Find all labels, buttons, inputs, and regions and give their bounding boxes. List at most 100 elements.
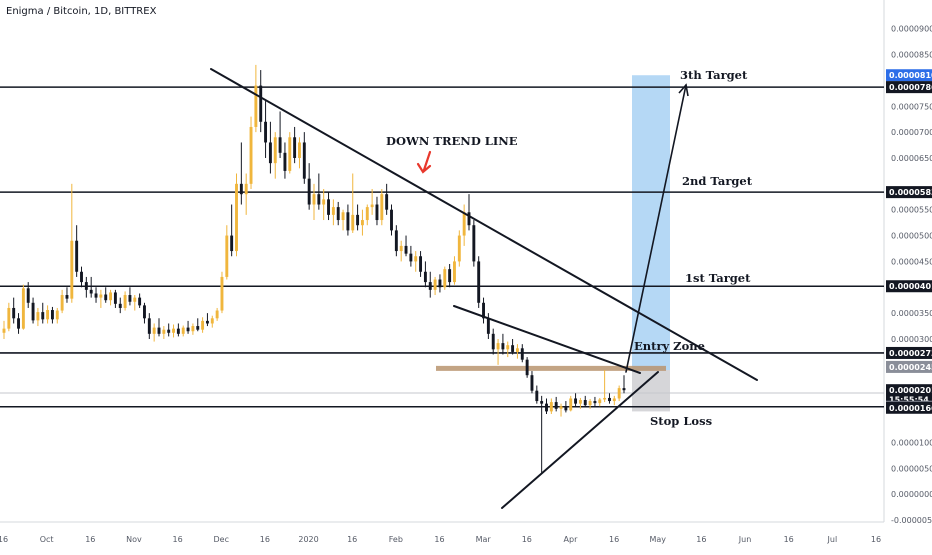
candle — [375, 204, 379, 221]
candle — [535, 390, 539, 402]
candle — [409, 253, 413, 262]
candle — [12, 307, 16, 319]
candle — [404, 245, 408, 254]
candle — [414, 256, 418, 262]
candle — [390, 209, 393, 231]
candle — [356, 214, 360, 226]
candle — [201, 320, 205, 330]
candle — [298, 142, 301, 158]
candle — [89, 289, 93, 294]
time-tick-label: 16 — [347, 535, 357, 544]
time-tick-label: Oct — [40, 535, 54, 544]
target-2-label: 2nd Target — [682, 174, 753, 188]
candle — [157, 327, 161, 334]
candle — [578, 400, 582, 404]
candle — [70, 240, 74, 299]
candle — [617, 388, 621, 399]
candle — [128, 295, 132, 302]
candle — [559, 406, 563, 409]
price-label-text: 0.00002459 — [889, 363, 932, 372]
candle — [457, 235, 461, 262]
candle — [41, 312, 45, 320]
candle — [520, 348, 524, 360]
candle — [327, 199, 330, 215]
candle — [491, 333, 495, 350]
candle — [554, 402, 558, 409]
candle — [239, 183, 243, 195]
candle — [288, 137, 292, 171]
candles — [2, 64, 626, 474]
candle — [230, 235, 234, 252]
price-label-text: 0.00007866 — [889, 83, 932, 92]
wedge-lower-line — [501, 371, 659, 509]
candle — [317, 194, 321, 205]
price-label-text: 15:55:54 — [889, 395, 929, 404]
candle — [564, 406, 568, 411]
candle — [322, 199, 326, 205]
symbol-title: Enigma / Bitcoin, 1D, BITTREX — [6, 6, 157, 17]
candle — [540, 401, 544, 404]
candle — [55, 310, 59, 320]
candle — [152, 327, 156, 334]
price-label-box — [886, 69, 932, 82]
candle — [65, 295, 69, 299]
target-zone — [632, 75, 670, 371]
candle — [138, 297, 142, 306]
candle — [7, 307, 11, 329]
candle — [191, 326, 195, 332]
candle — [273, 137, 277, 164]
candle — [312, 194, 316, 205]
annotations: DOWN TREND LINE 3th Target 2nd Target 1st T… — [386, 68, 753, 428]
time-tick-label: 16 — [784, 535, 794, 544]
candle — [612, 398, 616, 402]
candle — [118, 303, 122, 308]
candle — [181, 327, 185, 334]
candle — [225, 235, 229, 277]
candle — [511, 345, 515, 352]
candle — [109, 292, 113, 301]
time-tick-label: Apr — [564, 535, 579, 544]
candle — [215, 310, 219, 319]
candle — [448, 269, 452, 283]
candle — [569, 398, 573, 411]
time-tick-label: 16 — [260, 535, 270, 544]
price-tick-label: 0.00000000 — [891, 490, 932, 499]
price-label-text: 0.00002013 — [889, 386, 932, 395]
candle — [399, 245, 403, 252]
candle — [351, 214, 355, 231]
candle — [113, 292, 117, 304]
candle — [162, 329, 166, 334]
time-tick-label: 16 — [434, 535, 444, 544]
candle — [94, 293, 98, 298]
candle — [482, 302, 485, 319]
candle — [530, 375, 534, 391]
candle — [360, 220, 364, 226]
candle — [506, 345, 510, 350]
candle — [583, 400, 587, 406]
trend-lines — [210, 68, 758, 509]
candle — [467, 212, 471, 226]
target-3-label: 3th Target — [680, 68, 748, 82]
candle — [26, 288, 30, 303]
candle — [622, 388, 626, 391]
candle — [423, 271, 427, 283]
price-label-box — [886, 186, 932, 199]
entry-zone-label: Entry Zone — [634, 339, 705, 353]
candle — [123, 295, 127, 308]
entry-band — [436, 365, 666, 371]
time-tick-label: 2020 — [298, 535, 318, 544]
candle — [545, 403, 548, 412]
down-trend-line-label: DOWN TREND LINE — [386, 134, 518, 148]
time-tick-label: May — [649, 535, 666, 544]
trade-zones — [436, 75, 670, 412]
price-label-text: 0.00001666 — [889, 404, 932, 413]
time-tick-label: 16 — [609, 535, 619, 544]
target-1-label: 1st Target — [685, 271, 751, 285]
